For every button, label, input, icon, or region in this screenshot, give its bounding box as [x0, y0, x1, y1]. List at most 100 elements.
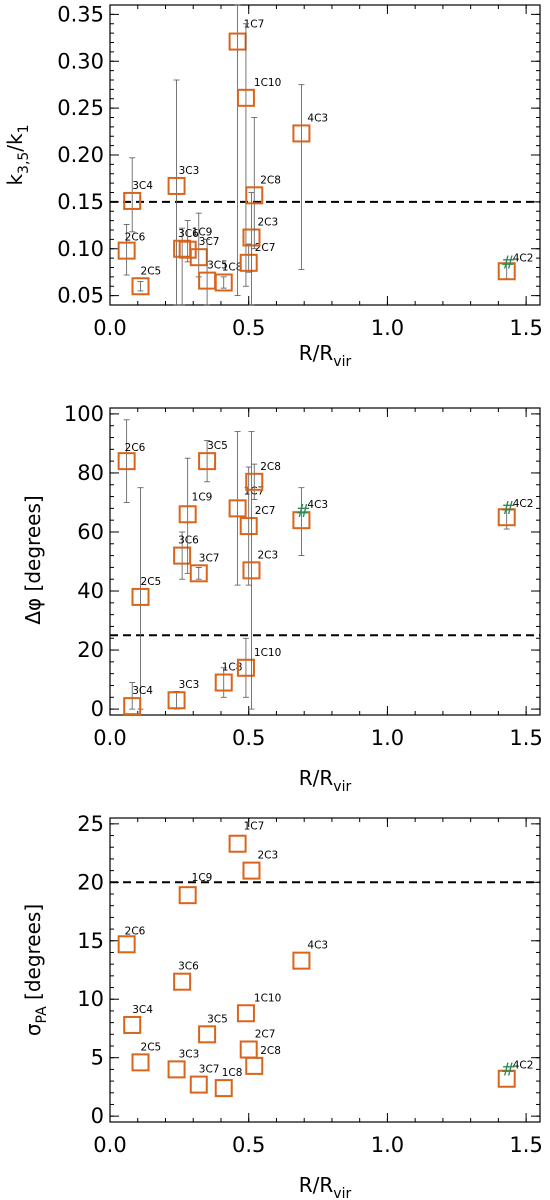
data-point — [117, 241, 136, 260]
y-tick-label: 60 — [77, 520, 104, 544]
data-point — [173, 972, 192, 991]
data-point — [292, 951, 311, 970]
data-point-label: 3C6 — [178, 961, 199, 973]
y-axis-title: k3,5/k1 — [3, 124, 32, 185]
plot-frame — [109, 817, 541, 1123]
data-point — [198, 452, 217, 471]
y-tick-label: 0.35 — [57, 2, 104, 26]
data-point — [228, 499, 247, 518]
data-point-label: 3C7 — [199, 1064, 220, 1076]
data-point-label: 3C4 — [132, 180, 153, 192]
data-point-label: 3C6 — [178, 535, 199, 547]
data-point-label: 3C5 — [207, 440, 228, 452]
plot-frame — [109, 4, 541, 306]
data-point — [245, 186, 264, 205]
data-point — [178, 886, 197, 905]
y-tick-label: 80 — [77, 461, 104, 485]
data-point-label: 2C6 — [125, 232, 146, 244]
data-point — [167, 176, 186, 195]
data-point-label: 2C6 — [125, 442, 146, 454]
data-point — [189, 1075, 208, 1094]
x-axis-title: R/Rvir — [299, 341, 352, 370]
x-tick-label: 0.5 — [232, 726, 265, 750]
data-point-label: 2C6 — [125, 925, 146, 937]
data-point-label: 4C2 — [513, 498, 534, 510]
data-point — [173, 546, 192, 565]
data-point — [178, 505, 197, 524]
y-tick-label: 25 — [77, 812, 104, 836]
x-tick-label: 1.0 — [371, 726, 404, 750]
data-point — [214, 1079, 233, 1098]
data-point — [242, 561, 261, 580]
data-point — [123, 191, 142, 210]
y-tick-label: 0.20 — [57, 143, 104, 167]
data-point-label: 2C3 — [257, 549, 278, 561]
y-tick-label: 0.15 — [57, 190, 104, 214]
x-axis-title: R/Rvir — [299, 766, 352, 795]
x-tick-label: 1.5 — [509, 316, 542, 340]
data-point — [239, 253, 258, 272]
data-point-label: 1C9 — [192, 227, 213, 239]
x-axis-title: R/Rvir — [299, 1173, 352, 1200]
x-tick-label: 0.5 — [232, 1133, 265, 1157]
data-point — [236, 88, 255, 107]
data-point-label: 1C9 — [192, 872, 213, 884]
data-point-label: 3C3 — [179, 1048, 200, 1060]
y-tick-label: 100 — [64, 402, 104, 426]
data-point-label: 1C8 — [222, 662, 243, 674]
x-tick-label: 1.5 — [509, 726, 542, 750]
hash-marker: # — [501, 498, 516, 519]
data-point — [239, 517, 258, 536]
data-point-label: 3C3 — [179, 165, 200, 177]
panel-delta-phi: 0.0 0.5 1.0 1.5 0 20 40 60 80 100 R/Rvir Δφ [degree… — [21, 402, 543, 795]
data-point — [292, 511, 311, 530]
data-point — [239, 1040, 258, 1059]
data-point-label: 4C3 — [307, 499, 328, 511]
data-point-label: 2C3 — [257, 850, 278, 862]
data-point — [497, 1069, 516, 1088]
hash-marker: # — [295, 501, 310, 522]
data-point-label: 2C7 — [255, 242, 276, 254]
data-point — [214, 273, 233, 292]
data-point-label: 4C2 — [513, 252, 534, 264]
data-point — [214, 673, 233, 692]
panel-k35-ratio: 0.0 0.5 1.0 1.5 0.05 0.10 0.15 0.20 0.25 0.30 0.35… — [3, 2, 543, 370]
data-point-label: 2C7 — [255, 1029, 276, 1041]
data-point-label: 3C4 — [132, 685, 153, 697]
data-point-label: 2C8 — [260, 1045, 281, 1057]
plot-frame — [109, 407, 541, 716]
data-point-label: 3C5 — [207, 1013, 228, 1025]
data-point — [245, 472, 264, 491]
data-point-label: 1C8 — [222, 262, 243, 274]
y-tick-label: 10 — [77, 987, 104, 1011]
y-tick-label: 5 — [91, 1046, 104, 1070]
data-point-label: 1C9 — [192, 491, 213, 503]
data-point — [245, 1056, 264, 1075]
data-point — [167, 691, 186, 710]
data-point — [123, 1015, 142, 1034]
y-tick-label: 0.05 — [57, 284, 104, 308]
data-point — [236, 658, 255, 677]
data-point-label: 2C8 — [260, 174, 281, 186]
data-point — [123, 697, 142, 716]
x-tick-label: 1.0 — [371, 316, 404, 340]
y-tick-label: 0 — [91, 1104, 104, 1128]
data-point — [167, 1060, 186, 1079]
data-point-label: 2C7 — [255, 505, 276, 517]
panel-sigma-pa: 0.0 0.5 1.0 1.5 0 5 10 15 20 25 R/Rvir σPA [degrees… — [21, 812, 543, 1200]
x-tick-label: 0.0 — [93, 316, 126, 340]
data-point — [236, 1004, 255, 1023]
y-tick-label: 20 — [77, 638, 104, 662]
data-point — [242, 861, 261, 880]
hash-marker: # — [501, 1060, 516, 1081]
data-point-label: 4C2 — [513, 1060, 534, 1072]
data-point — [131, 277, 150, 296]
data-point-label: 2C5 — [141, 265, 162, 277]
data-point-label: 2C5 — [141, 576, 162, 588]
data-point-label: 3C4 — [132, 1004, 153, 1016]
data-point-label: 1C10 — [254, 992, 281, 1004]
data-point — [198, 1025, 217, 1044]
y-tick-label: 0.30 — [57, 49, 104, 73]
x-tick-label: 0.5 — [232, 316, 265, 340]
data-point-label: 1C7 — [244, 821, 265, 833]
